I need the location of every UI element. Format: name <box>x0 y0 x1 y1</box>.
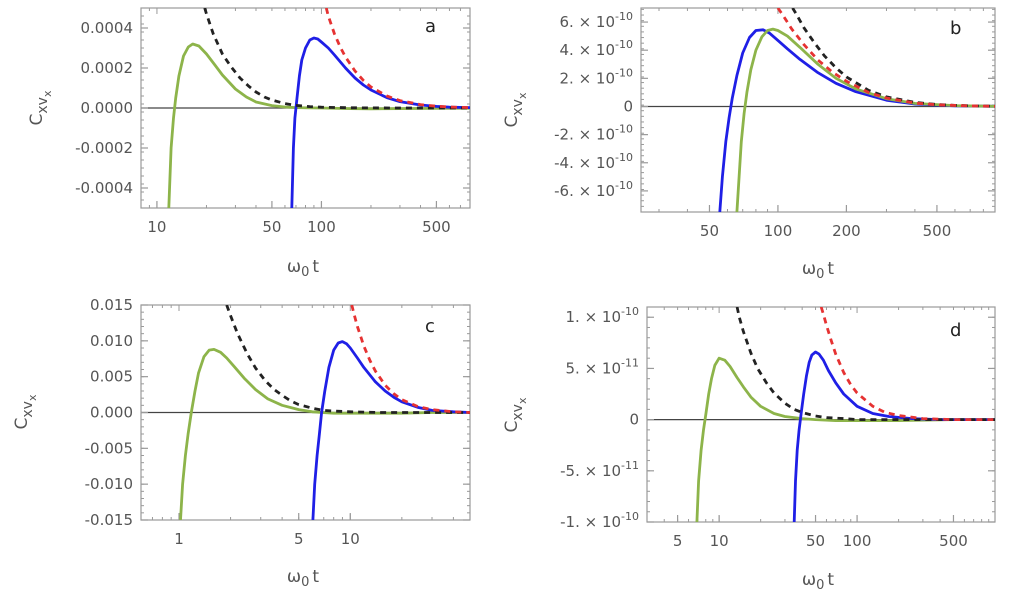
y-tick-label: 0 <box>623 97 633 115</box>
x-tick-label: 100 <box>843 532 872 550</box>
series-blue <box>290 36 470 208</box>
series-red <box>819 307 995 422</box>
x-tick-label: 100 <box>307 218 336 236</box>
series-black <box>225 305 470 414</box>
y-tick-label: -1. × 10-10 <box>560 510 639 531</box>
y-tick-label: 4. × 10-10 <box>560 38 633 59</box>
series-black <box>735 307 995 422</box>
x-axis-title: ω0 t <box>802 570 835 593</box>
y-tick-label: -0.010 <box>85 475 133 493</box>
series-green <box>179 347 470 520</box>
series-green <box>735 27 995 212</box>
series-green <box>167 42 470 208</box>
x-tick-label: 10 <box>341 530 360 548</box>
y-tick-label: 0 <box>629 411 639 429</box>
panel-a: 10 50 100 500 0.0004 0.0002 0.0000 -0.0002 -0.00… <box>27 7 471 280</box>
x-tick-label: 50 <box>806 532 825 550</box>
y-tick-label: 0.000 <box>90 404 133 422</box>
x-axis-title: ω0 t <box>802 259 835 282</box>
x-tick-label: 50 <box>700 222 719 240</box>
y-tick-label: -0.005 <box>85 439 133 457</box>
y-tick-label: 5. × 10-11 <box>566 356 639 377</box>
panel-label: d <box>950 320 961 341</box>
panel-c: 1 5 10 0.015 0.010 0.005 0.000 -0.005 -0.010 -0.0… <box>12 296 471 590</box>
x-tick-label: 1 <box>174 530 184 548</box>
series-red <box>350 305 470 414</box>
y-tick-label: -0.0002 <box>75 139 133 157</box>
series-blue <box>311 340 470 520</box>
y-tick-label: 0.005 <box>90 368 133 386</box>
x-tick-label: 200 <box>832 222 861 240</box>
y-tick-label: 6. × 10-10 <box>560 10 633 31</box>
y-tick-label: 0.0004 <box>81 19 134 37</box>
panel-label: b <box>950 18 961 39</box>
series-blue <box>718 28 995 212</box>
x-tick-label: 50 <box>262 218 281 236</box>
x-tick-label: 5 <box>673 532 683 550</box>
y-axis-title: Cxvx <box>502 397 529 432</box>
y-tick-label: -0.015 <box>85 511 133 529</box>
plot-frame <box>640 7 996 213</box>
y-axis-title: Cxvx <box>12 394 39 429</box>
series-black <box>791 8 995 108</box>
x-tick-label: 10 <box>147 218 166 236</box>
y-tick-label: -2. × 10-10 <box>554 123 633 144</box>
y-tick-label: -6. × 10-10 <box>554 179 633 200</box>
y-axis-title: Cxvx <box>27 90 54 125</box>
x-tick-label: 10 <box>710 532 729 550</box>
y-tick-label: 0.0000 <box>81 99 134 117</box>
y-axis-title: Cxvx <box>502 92 529 127</box>
panel-d: 5 10 50 100 500 1. × 10-10 5. × 10-11 0 -5. × 10… <box>502 305 996 593</box>
y-tick-label: 2. × 10-10 <box>560 66 633 87</box>
panel-label: a <box>425 16 436 37</box>
y-tick-label: -4. × 10-10 <box>554 151 633 172</box>
panel-label: c <box>425 316 435 337</box>
y-tick-label: -5. × 10-11 <box>560 459 639 480</box>
x-tick-label: 500 <box>923 222 952 240</box>
series-black <box>203 8 470 110</box>
y-tick-label: -0.0004 <box>75 179 133 197</box>
y-tick-label: 0.015 <box>90 296 133 314</box>
y-tick-label: 1. × 10-10 <box>566 305 639 326</box>
x-axis-title: ω0 t <box>287 567 320 590</box>
x-tick-label: 100 <box>764 222 793 240</box>
x-axis-title: ω0 t <box>287 257 320 280</box>
series-red <box>776 8 995 108</box>
panel-b: 50 100 200 500 6. × 10-10 4. × 10-10 2. × 10-1… <box>502 7 996 282</box>
x-tick-label: 500 <box>939 532 968 550</box>
x-tick-label: 5 <box>294 530 304 548</box>
x-tick-label: 500 <box>422 218 451 236</box>
series-red <box>324 8 470 109</box>
series-blue <box>792 350 995 522</box>
plot-frame <box>646 306 996 523</box>
y-tick-label: 0.010 <box>90 332 133 350</box>
y-tick-label: 0.0002 <box>81 59 134 77</box>
series-green <box>695 356 995 522</box>
